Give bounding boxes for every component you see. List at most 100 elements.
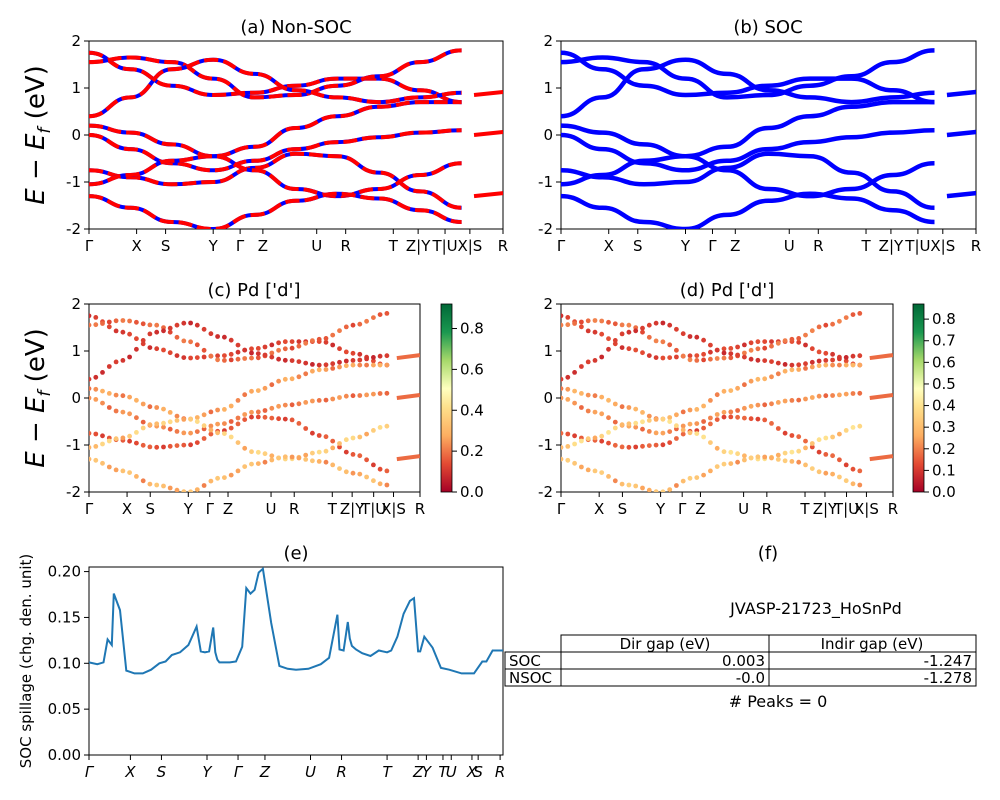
proj-point-scatter-d-3-6 <box>599 394 605 400</box>
proj-point-scatter-c-2-12 <box>167 325 173 331</box>
proj-point-scatter-d-2-32 <box>775 360 781 366</box>
xtick-label-e-15: R <box>495 763 505 781</box>
proj-point-scatter-c-2-43 <box>377 353 383 359</box>
proj-point-scatter-c-7-20 <box>222 475 227 480</box>
proj-point-scatter-c-4-3 <box>106 405 112 410</box>
proj-point-scatter-c-3-42 <box>371 362 376 368</box>
proj-point-scatter-c-1-2 <box>100 321 105 326</box>
proj-point-scatter-d-3-19 <box>687 407 693 413</box>
xtick-label-a-8: T <box>388 237 399 255</box>
proj-point-scatter-c-6-42 <box>371 428 376 433</box>
proj-point-scatter-c-0-42 <box>371 358 376 364</box>
proj-point-scatter-c-4-30 <box>289 402 295 408</box>
proj-point-scatter-c-1-35 <box>323 336 329 341</box>
proj-point-scatter-c-4-22 <box>235 415 241 421</box>
proj-point-scatter-c-4-32 <box>303 400 309 405</box>
proj-point-scatter-d-2-37 <box>809 359 815 365</box>
xtick-label-a-12: R <box>498 237 508 255</box>
proj-point-scatter-d-5-43 <box>850 466 856 472</box>
proj-point-scatter-c-6-18 <box>208 427 214 433</box>
cbar-label-d-5: 0.5 <box>932 375 956 393</box>
proj-point-scatter-c-4-0 <box>89 395 92 401</box>
proj-point-scatter-c-5-32 <box>303 426 309 431</box>
proj-point-scatter-d-7-32 <box>775 457 781 462</box>
proj-point-scatter-d-5-31 <box>769 421 774 426</box>
proj-point-scatter-d-7-41 <box>837 474 842 480</box>
proj-point-scatter-c-7-27 <box>269 457 275 463</box>
proj-point-scatter-d-4-24 <box>721 409 727 415</box>
proj-point-scatter-d-1-22 <box>708 356 713 362</box>
proj-point-scatter-d-1-7 <box>606 319 611 325</box>
proj-point-scatter-c-2-33 <box>310 362 315 367</box>
proj-point-scatter-c-1-7 <box>134 319 139 325</box>
proj-point-scatter-c-1-20 <box>222 358 227 363</box>
proj-point-scatter-c-5-12 <box>167 443 173 449</box>
proj-point-scatter-d-0-30 <box>762 339 768 344</box>
proj-point-scatter-d-3-24 <box>721 388 727 394</box>
proj-point-scatter-c-7-37 <box>337 466 342 471</box>
proj-point-scatter-c-6-10 <box>154 421 160 427</box>
proj-point-scatter-c-3-11 <box>161 406 166 412</box>
proj-point-scatter-c-2-44 <box>384 353 390 359</box>
ytick-label-c-0: 2 <box>71 295 81 313</box>
proj-point-scatter-d-7-19 <box>687 475 693 481</box>
proj-point-scatter-d-5-23 <box>714 417 720 422</box>
proj-point-scatter-d-2-18 <box>680 331 686 337</box>
proj-point-scatter-c-3-35 <box>323 367 329 372</box>
proj-point-scatter-c-3-18 <box>208 409 214 415</box>
axes-c-frame <box>88 303 421 493</box>
proj-point-scatter-c-6-41 <box>364 431 369 437</box>
proj-point-scatter-d-4-25 <box>728 409 734 415</box>
proj-point-scatter-d-6-11 <box>633 420 639 426</box>
proj-point-scatter-c-7-0 <box>89 456 92 462</box>
proj-point-scatter-d-6-18 <box>680 427 686 433</box>
proj-point-scatter-d-7-37 <box>809 466 815 471</box>
proj-point-scatter-d-7-10 <box>626 482 632 488</box>
proj-point-scatter-c-4-29 <box>282 402 288 408</box>
proj-point-scatter-c-0-24 <box>249 346 254 352</box>
proj-point-scatter-c-4-8 <box>140 419 146 425</box>
proj-point-scatter-d-4-23 <box>714 412 720 417</box>
proj-point-scatter-d-3-34 <box>789 367 795 373</box>
proj-point-scatter-c-4-4 <box>113 408 119 414</box>
proj-point-scatter-d-5-29 <box>755 416 761 422</box>
proj-point-scatter-d-3-4 <box>585 392 591 398</box>
proj-point-scatter-d-4-43 <box>850 391 856 396</box>
proj-point-scatter-c-5-13 <box>174 443 180 448</box>
ytick-label-a-4: -2 <box>66 220 81 238</box>
proj-point-scatter-d-4-7 <box>606 415 611 421</box>
xtick-label-a-9: Z|Y <box>406 237 431 255</box>
proj-point-scatter-d-6-8 <box>612 425 618 431</box>
proj-point-scatter-d-5-15 <box>660 442 666 448</box>
proj-point-scatter-d-2-42 <box>843 355 849 360</box>
xtick-label-e-7: R <box>336 763 346 781</box>
colorbar-d <box>912 303 925 493</box>
proj-point-scatter-c-0-38 <box>343 349 349 355</box>
proj-point-scatter-c-5-39 <box>350 452 356 457</box>
xtick-label-e-2: S <box>157 763 167 781</box>
proj-point-scatter-c-6-8 <box>140 425 146 431</box>
proj-point-scatter-c-5-9 <box>147 444 153 450</box>
proj-point-scatter-c-6-22 <box>235 440 241 445</box>
table-row-nsoc-indir: -1.278 <box>924 669 972 687</box>
proj-point-scatter-d-6-40 <box>830 434 835 440</box>
proj-point-scatter-d-1-16 <box>667 342 673 348</box>
proj-point-scatter-c-2-14 <box>181 320 187 326</box>
proj-point-scatter-d-1-43 <box>850 312 856 317</box>
proj-point-scatter-d-0-15 <box>660 355 666 361</box>
proj-point-scatter-d-4-20 <box>694 421 700 426</box>
proj-point-scatter-d-3-23 <box>714 392 720 398</box>
proj-point-scatter-d-3-40 <box>830 362 835 368</box>
proj-point-scatter-c-6-44 <box>384 423 390 429</box>
proj-point-scatter-c-4-44 <box>384 390 390 396</box>
proj-point-scatter-c-2-41 <box>364 356 369 362</box>
proj-point-scatter-d-5-27 <box>742 415 747 421</box>
cbar-label-c-4: 0.8 <box>460 320 484 338</box>
proj-point-scatter-c-1-23 <box>242 356 248 361</box>
proj-point-scatter-c-6-13 <box>174 418 180 423</box>
xtick-label-c-6: U <box>266 500 277 518</box>
proj-point-scatter-d-2-39 <box>823 358 829 363</box>
proj-point-scatter-c-2-29 <box>282 357 288 363</box>
proj-point-scatter-c-2-22 <box>235 342 241 348</box>
